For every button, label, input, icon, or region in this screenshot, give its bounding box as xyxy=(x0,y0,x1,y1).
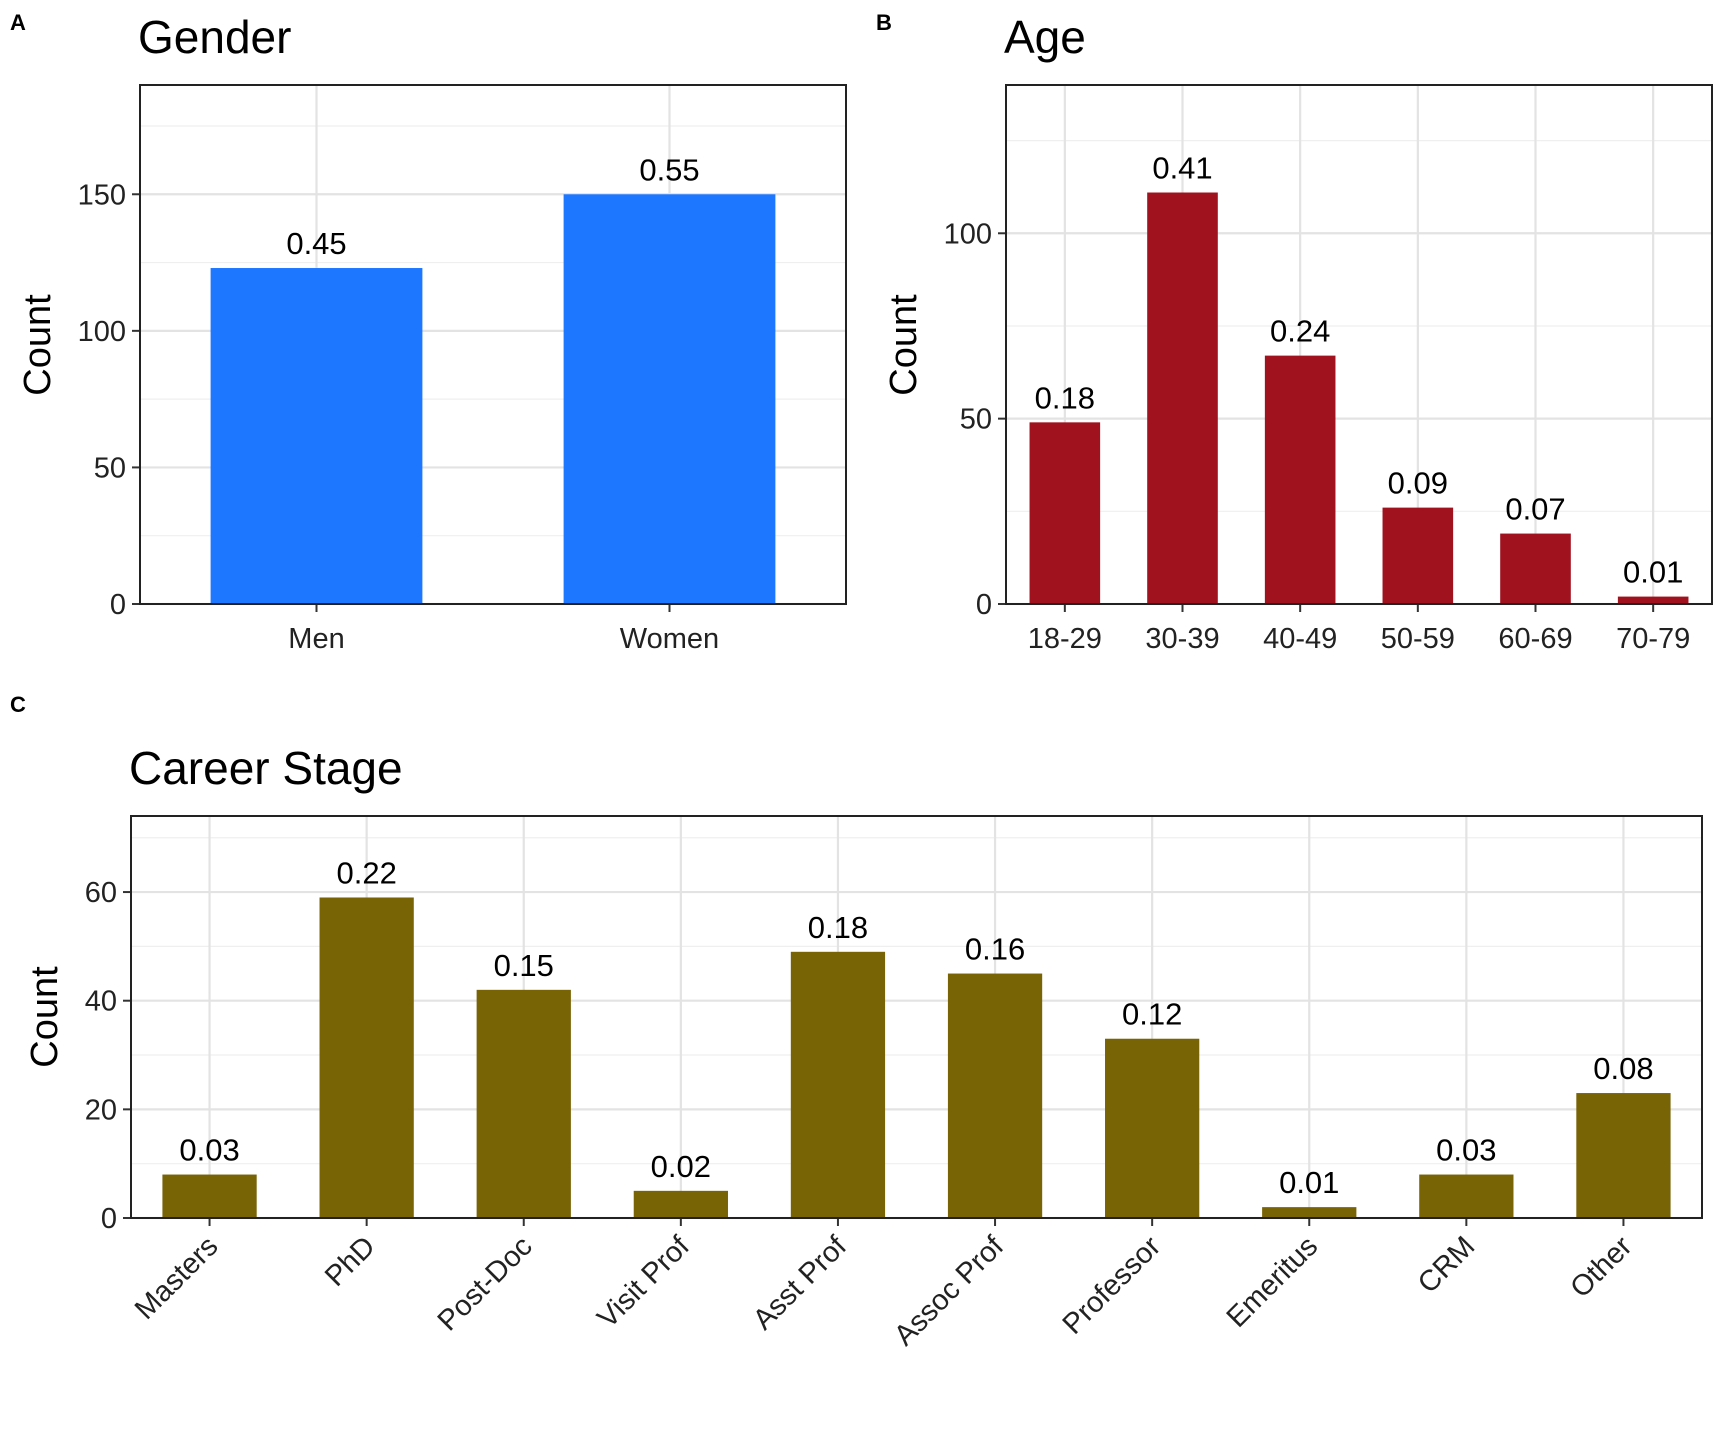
age-bar-50-59 xyxy=(1382,507,1454,604)
age-data-label-50-59: 0.09 xyxy=(1388,466,1448,501)
career-stage-x-tick-label-phd: PhD xyxy=(319,1230,382,1293)
career-stage-x-tick-label-masters: Masters xyxy=(129,1230,225,1326)
career-stage-y-tick-label: 60 xyxy=(85,877,117,909)
career-stage-data-label-assoc-prof: 0.16 xyxy=(965,932,1025,967)
age-data-label-18-29: 0.18 xyxy=(1035,380,1095,415)
career-stage-bar-post-doc xyxy=(476,989,571,1218)
career-stage-x-tick-label-asst-prof: Asst Prof xyxy=(747,1230,853,1336)
career-stage-y-tick-label: 40 xyxy=(85,986,117,1018)
career-stage-data-label-other: 0.08 xyxy=(1593,1051,1653,1086)
gender-y-tick-label: 150 xyxy=(78,179,126,211)
age-x-tick-label-70-79: 70-79 xyxy=(1616,623,1690,655)
gender-bar-men xyxy=(210,268,423,604)
age-x-tick-label-40-49: 40-49 xyxy=(1263,623,1337,655)
career-stage-bar-masters xyxy=(162,1174,257,1218)
age-panel: B Age Count 0 50 100 0.18 0.41 0.24 0.09 0.07 0.… xyxy=(876,10,1713,655)
career-stage-bar-emeritus xyxy=(1262,1207,1357,1218)
career-stage-x-tick-label-other: Other xyxy=(1564,1230,1638,1304)
gender-chart-title: Gender xyxy=(138,11,291,63)
age-data-label-40-49: 0.24 xyxy=(1270,314,1330,349)
gender-plot-border xyxy=(139,84,847,605)
age-bar-18-29 xyxy=(1029,422,1101,604)
career-stage-x-tick-label-professor: Professor xyxy=(1057,1230,1168,1341)
age-bar-60-69 xyxy=(1500,533,1571,604)
career-stage-chart-title: Career Stage xyxy=(129,742,403,794)
career-stage-data-label-professor: 0.12 xyxy=(1122,997,1182,1032)
career-stage-bar-crm xyxy=(1419,1174,1514,1218)
age-plot-border xyxy=(1005,84,1713,605)
age-bar-70-79 xyxy=(1617,596,1689,604)
gender-data-label-men: 0.45 xyxy=(286,226,346,261)
age-x-tick-label-30-39: 30-39 xyxy=(1145,623,1219,655)
age-x-tick-label-18-29: 18-29 xyxy=(1028,623,1102,655)
career-stage-bar-asst-prof xyxy=(790,951,886,1218)
career-stage-y-tick-label: 20 xyxy=(85,1094,117,1126)
career-stage-bar-phd xyxy=(319,897,414,1218)
gender-panel: A Gender Count 0 50 100 150 0.45 0.55 Men Women xyxy=(10,10,847,655)
gender-y-tick-label: 50 xyxy=(94,452,126,484)
panel-letter-a: A xyxy=(10,10,26,35)
career-stage-x-tick-label-crm: CRM xyxy=(1412,1230,1481,1299)
age-y-tick-label: 100 xyxy=(944,218,992,250)
gender-y-axis-title: Count xyxy=(17,294,59,396)
career-stage-x-tick-label-visit-prof: Visit Prof xyxy=(591,1230,696,1335)
age-x-tick-label-50-59: 50-59 xyxy=(1381,623,1455,655)
age-y-axis-title: Count xyxy=(883,294,925,396)
career-stage-panel: C Career Stage Count 0 20 40 60 0.03 0.22 0.15… xyxy=(10,692,1703,1352)
gender-data-label-women: 0.55 xyxy=(639,152,699,187)
career-stage-y-axis-title: Count xyxy=(24,966,66,1068)
age-data-label-30-39: 0.41 xyxy=(1152,151,1212,186)
gender-bar-women xyxy=(563,194,776,604)
career-stage-data-label-phd: 0.22 xyxy=(336,855,396,890)
career-stage-data-label-crm: 0.03 xyxy=(1436,1133,1496,1168)
age-chart-title: Age xyxy=(1004,11,1086,63)
career-stage-data-label-visit-prof: 0.02 xyxy=(651,1149,711,1184)
career-stage-bar-visit-prof xyxy=(633,1190,728,1218)
career-stage-data-label-emeritus: 0.01 xyxy=(1279,1165,1339,1200)
age-data-label-60-69: 0.07 xyxy=(1505,492,1565,527)
career-stage-bar-professor xyxy=(1105,1038,1200,1218)
panel-letter-b: B xyxy=(876,10,892,35)
age-x-tick-label-60-69: 60-69 xyxy=(1498,623,1572,655)
career-stage-plot-border xyxy=(130,815,1703,1219)
age-bar-30-39 xyxy=(1147,192,1218,604)
career-stage-bar-other xyxy=(1576,1093,1671,1218)
career-stage-bar-assoc-prof xyxy=(947,973,1043,1218)
age-bar-40-49 xyxy=(1264,355,1336,604)
gender-x-tick-label-men: Men xyxy=(288,623,344,655)
career-stage-x-tick-label-post-doc: Post-Doc xyxy=(432,1230,539,1337)
gender-y-tick-label: 0 xyxy=(110,589,126,621)
career-stage-y-tick-label: 0 xyxy=(101,1203,117,1235)
career-stage-x-tick-label-emeritus: Emeritus xyxy=(1221,1230,1325,1334)
panel-letter-c: C xyxy=(10,692,26,717)
age-data-label-70-79: 0.01 xyxy=(1623,555,1683,590)
gender-y-tick-label: 100 xyxy=(78,316,126,348)
career-stage-data-label-post-doc: 0.15 xyxy=(494,948,554,983)
career-stage-data-label-masters: 0.03 xyxy=(179,1133,239,1168)
career-stage-x-tick-label-assoc-prof: Assoc Prof xyxy=(888,1230,1010,1352)
age-y-tick-label: 50 xyxy=(960,404,992,436)
age-y-tick-label: 0 xyxy=(976,589,992,621)
career-stage-data-label-asst-prof: 0.18 xyxy=(808,910,868,945)
gender-x-tick-label-women: Women xyxy=(620,623,719,655)
